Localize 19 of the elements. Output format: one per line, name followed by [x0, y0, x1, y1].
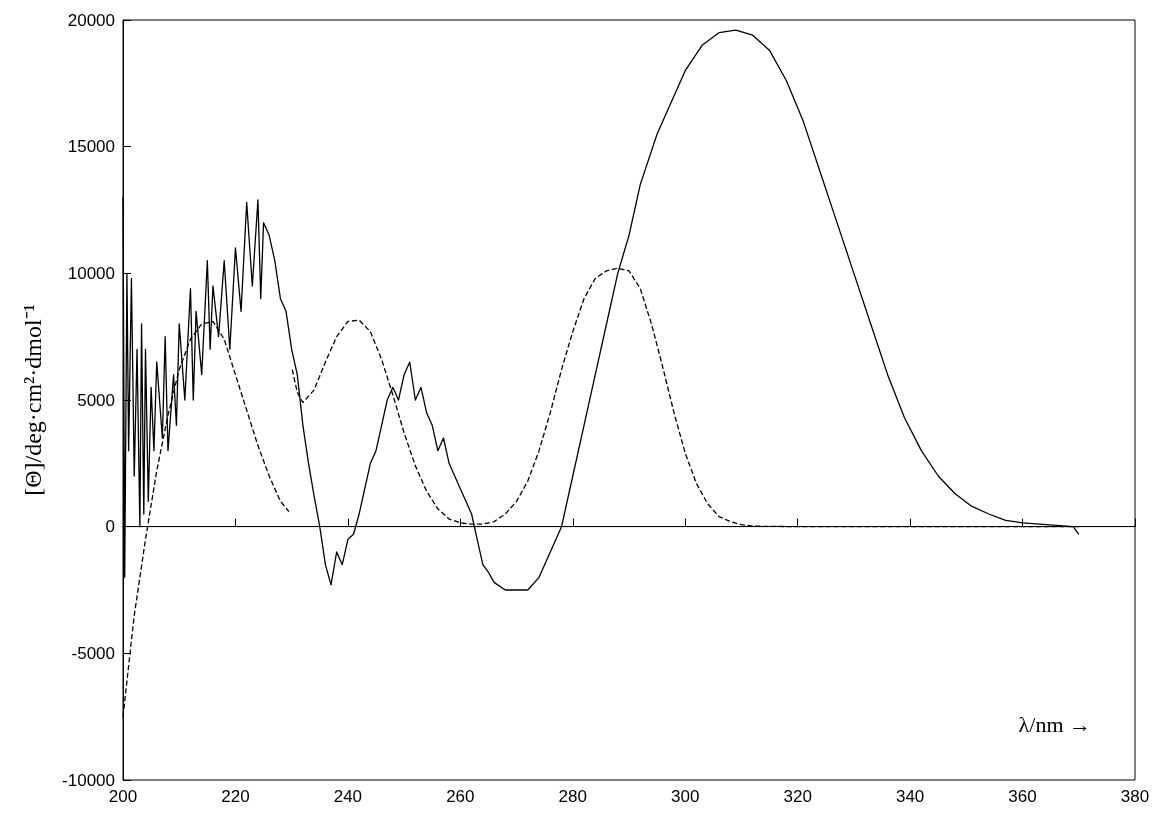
x-tick-label: 360 — [1008, 787, 1037, 806]
x-tick-label: 220 — [221, 787, 250, 806]
y-axis-title: [Θ]/deg·cm²·dmol⁻¹ — [20, 304, 46, 496]
x-tick-label: 320 — [783, 787, 812, 806]
y-tick-label: 10000 — [67, 263, 115, 283]
y-tick-label: 15000 — [67, 137, 115, 157]
x-tick-label: 280 — [558, 787, 587, 806]
x-axis-title: λ/nm → — [1018, 711, 1092, 737]
x-tick-label: 340 — [895, 787, 925, 806]
x-tick-label: 300 — [671, 787, 700, 806]
y-tick-label: 5000 — [77, 390, 115, 410]
y-tick-label: 20000 — [67, 10, 115, 30]
x-tick-label: 380 — [1120, 787, 1150, 806]
x-tick-label: 200 — [108, 787, 138, 806]
y-tick-label: 0 — [105, 517, 115, 537]
y-tick-label: -10000 — [62, 770, 115, 790]
x-tick-label: 240 — [333, 787, 363, 806]
x-tick-label: 260 — [446, 787, 475, 806]
y-tick-label: -5000 — [71, 643, 115, 663]
